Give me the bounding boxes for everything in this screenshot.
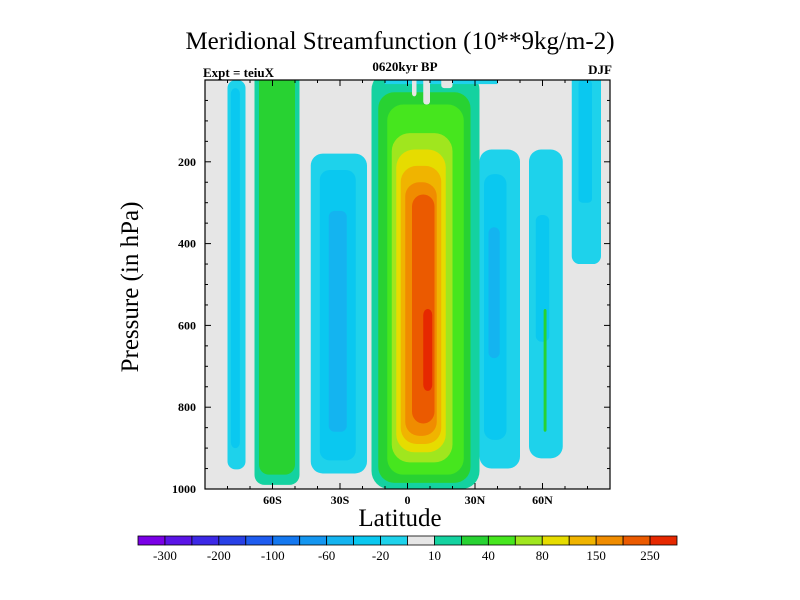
south-polar-cell-inner [230,88,240,449]
colorbar-segment [164,535,193,546]
y-tick-label: 400 [178,237,196,251]
x-tick-label: 30S [331,493,350,507]
colorbar-segment [568,535,597,546]
colorbar-label: -20 [372,548,389,563]
chart-title: Meridional Streamfunction (10**9kg/m-2) [185,28,615,55]
colorbar-label: 80 [536,548,549,563]
y-tick-label: 800 [178,400,196,414]
colorbar-segment [299,535,328,546]
colorbar-segment [541,535,570,546]
colorbar-label: 40 [482,548,495,563]
colorbar-segment [218,535,247,546]
colorbar-label: -60 [318,548,335,563]
colorbar-segment [380,535,408,546]
colorbar-label: 250 [640,548,660,563]
hadley-top-gap-2 [423,80,430,105]
hadley-cell-250 [423,309,433,391]
colorbar-segment [137,535,166,546]
x-axis-title: Latitude [358,505,442,532]
northern-green-streak [543,309,547,432]
hadley-top-gap-1 [412,80,417,97]
colorbar-segment [191,535,220,546]
colorbar-segment [649,535,678,546]
x-tick-label: 60N [532,493,553,507]
hadley-top-gap-3 [441,80,453,89]
colorbar-segment [622,535,651,546]
colorbar-label: -100 [261,548,285,563]
colorbar-segment [460,535,489,546]
y-tick-label: 600 [178,318,196,332]
x-tick-label: 0 [405,493,411,507]
x-tick-label: 30N [465,493,486,507]
colorbar-segment [434,535,462,546]
colorbar-label: 10 [428,548,441,563]
colorbar-label: -200 [207,548,231,563]
southern-midlat-band [259,80,295,475]
colorbar-label: 150 [586,548,606,563]
northern-subtropical-core [488,227,500,359]
colorbar-segment [272,535,301,546]
season-label: DJF [588,62,612,77]
colorbar-segment [595,535,624,546]
southern-subtropical-core [328,210,347,432]
x-tick-label: 60S [263,493,282,507]
colorbar-segment [326,535,354,546]
colorbar-label: -300 [153,548,177,563]
colorbar-segment [514,535,543,546]
y-tick-label: 1000 [172,482,196,496]
experiment-label: Expt = teiuX [203,65,274,80]
contour-layer [227,80,601,489]
time-label: 0620kyr BP [372,59,438,74]
colorbar-segment [353,535,381,546]
colorbar-segment [245,535,274,546]
y-tick-label: 200 [178,155,196,169]
colorbar-segment [487,535,516,546]
arctic-band-inner [578,80,592,203]
colorbar-segment [407,535,435,546]
